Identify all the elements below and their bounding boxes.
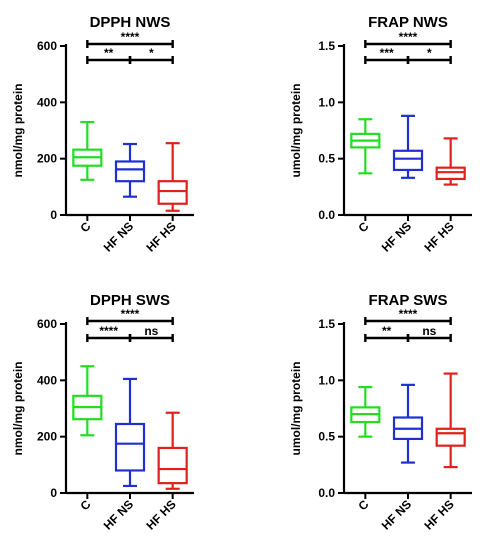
significance-label: **** [121,307,140,321]
significance-label: ns [144,324,158,338]
chart-title: FRAP SWS [369,292,448,309]
iqr-box [114,422,146,472]
y-axis-label: umol/mg protein [289,84,303,178]
y-tick-label: 1.5 [318,317,335,331]
box-c [350,118,381,175]
iqr-box [157,446,188,485]
iqr-box [392,149,424,172]
box-hf-hs [157,142,188,212]
significance-label: *** [380,46,394,60]
chart-panel-3: DPPH SWS nmol/mg protein 0 200 400 600 C HF NS H… [11,292,194,533]
chart-title: DPPH SWS [90,292,170,309]
x-tick-label: HF HS [421,497,456,532]
x-tick-label: HF NS [101,497,136,532]
significance-label: * [427,46,432,60]
significance-label: **** [99,324,118,338]
box-hf-ns [392,383,424,464]
y-tick-label: 1.0 [318,95,335,109]
y-tick-label: 400 [37,95,57,109]
y-tick-label: 600 [37,39,57,53]
box-hf-ns [114,377,146,488]
x-tick-label: C [77,497,93,513]
y-tick-label: 600 [37,317,57,331]
significance-bracket: * [128,46,174,64]
y-axis-label: nmol/mg protein [11,362,25,456]
chart-panel-2: FRAP NWS umol/mg protein 0.0 0.5 1.0 1.5 C HF N… [289,14,472,255]
box-c [72,365,103,437]
y-axis-label: umol/mg protein [289,362,303,456]
y-axis-label: nmol/mg protein [11,84,25,178]
x-tick-label: HF HS [143,219,178,254]
significance-bracket: **** [364,30,452,48]
y-tick-label: 0 [50,486,57,500]
chart-title: DPPH NWS [90,14,171,31]
box-hf-hs [435,137,466,186]
x-tick-label: HF NS [379,219,414,254]
box-hf-hs [435,372,466,469]
significance-bracket: *** [364,46,410,64]
y-tick-label: 200 [37,152,57,166]
y-tick-label: 0 [50,208,57,222]
significance-label: * [149,46,154,60]
box-hf-ns [392,114,424,179]
significance-bracket: ** [86,46,132,64]
significance-bracket: **** [86,307,174,325]
significance-bracket: **** [86,324,132,342]
chart-panel-1: DPPH NWS nmol/mg protein 0 200 400 600 C HF NS H… [11,14,194,255]
chart-panel-4: FRAP SWS umol/mg protein 0.0 0.5 1.0 1.5 C HF N… [289,292,472,533]
box-hf-ns [114,142,146,198]
chart-title: FRAP NWS [368,14,448,31]
significance-label: ns [422,324,436,338]
significance-bracket: * [406,46,452,64]
box-c [350,385,381,438]
significance-bracket: ns [128,324,174,342]
y-tick-label: 0.0 [318,208,335,222]
iqr-box [435,166,466,181]
iqr-box [435,427,466,447]
significance-bracket: **** [364,307,452,325]
x-tick-label: C [355,497,371,513]
x-tick-label: HF HS [421,219,456,254]
significance-bracket: **** [86,30,174,48]
y-tick-label: 0.5 [318,430,335,444]
y-tick-label: 1.5 [318,39,335,53]
x-tick-label: HF NS [101,219,136,254]
iqr-box [114,160,146,183]
iqr-box [157,180,188,205]
significance-label: **** [399,307,418,321]
significance-bracket: ** [364,324,410,342]
x-tick-label: HF NS [379,497,414,532]
y-tick-label: 400 [37,373,57,387]
box-c [72,120,103,181]
x-tick-label: C [77,219,93,235]
y-tick-label: 0.5 [318,152,335,166]
significance-bracket: ns [406,324,452,342]
x-tick-label: C [355,219,371,235]
y-tick-label: 200 [37,430,57,444]
significance-label: ** [382,324,392,338]
y-tick-label: 1.0 [318,373,335,387]
significance-label: **** [121,30,140,44]
significance-label: ** [104,46,114,60]
significance-label: **** [399,30,418,44]
box-hf-hs [157,411,188,490]
y-tick-label: 0.0 [318,486,335,500]
x-tick-label: HF HS [143,497,178,532]
